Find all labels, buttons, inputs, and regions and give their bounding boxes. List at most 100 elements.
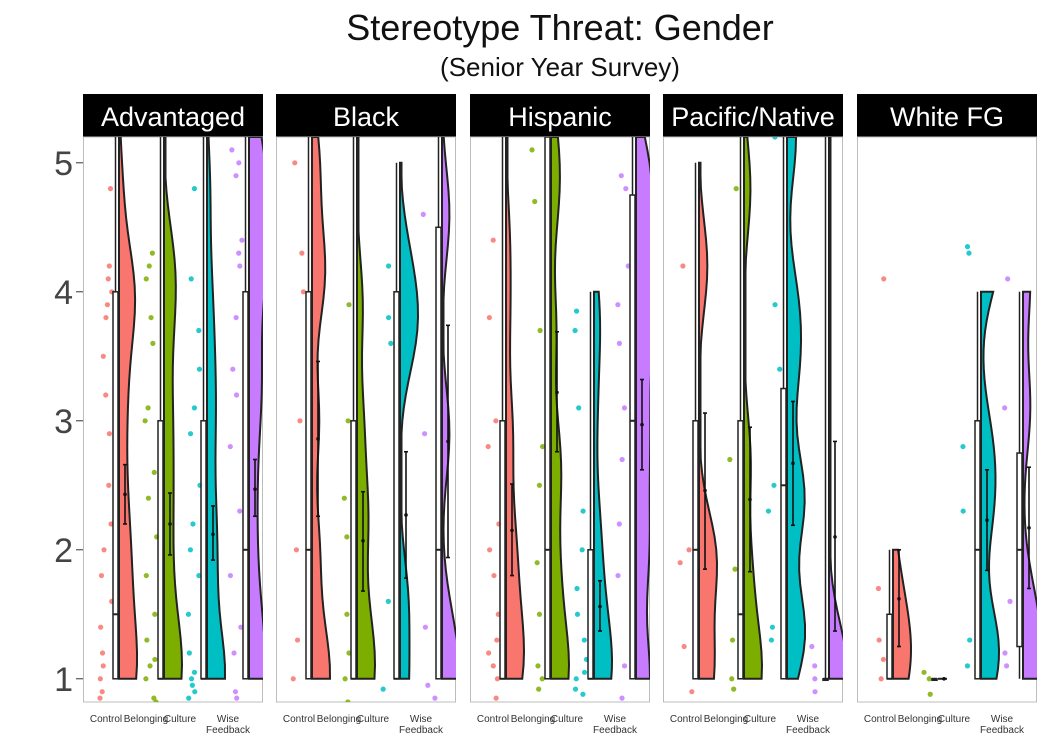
data-point xyxy=(105,276,111,282)
data-point xyxy=(231,650,237,656)
data-point xyxy=(151,695,157,701)
data-point xyxy=(681,643,687,650)
density-cloud xyxy=(163,137,184,680)
data-point xyxy=(294,637,301,643)
data-point xyxy=(812,676,818,682)
box-iqr xyxy=(112,291,119,680)
mean-point xyxy=(361,538,365,543)
data-point xyxy=(490,663,496,669)
panel-frame xyxy=(857,136,1037,703)
data-point xyxy=(619,695,625,701)
data-point xyxy=(486,314,492,321)
data-point xyxy=(960,443,966,450)
data-point xyxy=(733,186,739,192)
mean-point xyxy=(253,487,257,491)
data-point xyxy=(149,250,155,256)
panel-plot-area xyxy=(875,244,1037,697)
panel-plot-area xyxy=(290,137,456,702)
data-point xyxy=(729,676,735,682)
y-tick-label: 2 xyxy=(54,532,73,570)
data-point xyxy=(616,521,622,527)
box-iqr xyxy=(200,420,207,680)
data-point xyxy=(300,289,307,295)
data-point xyxy=(189,682,195,688)
data-point xyxy=(772,302,778,308)
mean-point xyxy=(555,390,559,395)
data-point xyxy=(143,276,149,282)
data-point xyxy=(812,689,818,695)
data-point xyxy=(494,637,500,643)
density-cloud xyxy=(118,137,139,680)
panel-plot-area xyxy=(677,137,843,695)
data-point xyxy=(771,482,777,488)
data-point xyxy=(144,637,150,643)
data-point xyxy=(152,656,158,663)
data-point xyxy=(875,585,882,592)
data-point xyxy=(686,547,692,553)
data-point xyxy=(616,340,623,346)
data-point xyxy=(964,244,971,250)
data-point xyxy=(680,263,686,269)
data-point xyxy=(765,508,772,514)
data-point xyxy=(572,327,578,334)
data-point xyxy=(921,669,927,675)
data-point xyxy=(97,676,103,682)
data-point xyxy=(293,547,300,553)
panel-plot-area xyxy=(97,137,263,702)
x-tick-label: Control xyxy=(864,714,896,725)
mean-point xyxy=(748,497,752,502)
density-cloud xyxy=(1022,290,1037,680)
data-point xyxy=(926,676,932,682)
data-point xyxy=(621,663,628,669)
data-point xyxy=(581,669,588,675)
facet-strip xyxy=(83,94,263,137)
x-tick-label: Belonging xyxy=(704,714,748,725)
data-point xyxy=(878,676,884,682)
data-point xyxy=(425,682,431,688)
data-point xyxy=(106,431,112,437)
data-point xyxy=(537,327,543,334)
data-point xyxy=(234,695,240,701)
data-point xyxy=(98,572,105,579)
box-iqr xyxy=(393,291,400,680)
data-point xyxy=(573,308,580,314)
data-point xyxy=(100,353,106,359)
data-point xyxy=(290,676,296,682)
mean-point xyxy=(598,604,602,609)
data-point xyxy=(534,560,540,566)
data-point xyxy=(536,611,543,617)
data-point xyxy=(104,302,111,308)
data-point xyxy=(341,495,347,501)
density-cloud xyxy=(356,137,377,680)
data-point xyxy=(1007,598,1013,604)
data-point xyxy=(580,691,586,697)
x-tick-label: Culture xyxy=(357,714,390,725)
x-tick-label: Control xyxy=(90,714,122,725)
mean-point xyxy=(703,488,707,493)
x-tick-label: Belonging xyxy=(898,714,942,725)
data-point xyxy=(493,418,499,424)
mean-point xyxy=(791,461,795,466)
data-point xyxy=(188,276,194,282)
data-point xyxy=(99,650,106,656)
data-point xyxy=(486,650,492,656)
data-point xyxy=(422,431,428,437)
data-point xyxy=(239,237,245,243)
data-point xyxy=(772,137,778,140)
data-point xyxy=(107,186,114,192)
data-point xyxy=(98,624,104,630)
facet-strip xyxy=(276,94,456,137)
data-point xyxy=(299,250,305,256)
data-point xyxy=(1002,650,1008,656)
data-point xyxy=(490,237,496,243)
box-iqr xyxy=(435,226,442,680)
density-cloud xyxy=(980,290,1001,680)
mean-point xyxy=(985,518,989,522)
data-point xyxy=(385,314,392,321)
data-point xyxy=(233,314,239,321)
data-point xyxy=(145,405,151,411)
data-point xyxy=(191,669,198,675)
